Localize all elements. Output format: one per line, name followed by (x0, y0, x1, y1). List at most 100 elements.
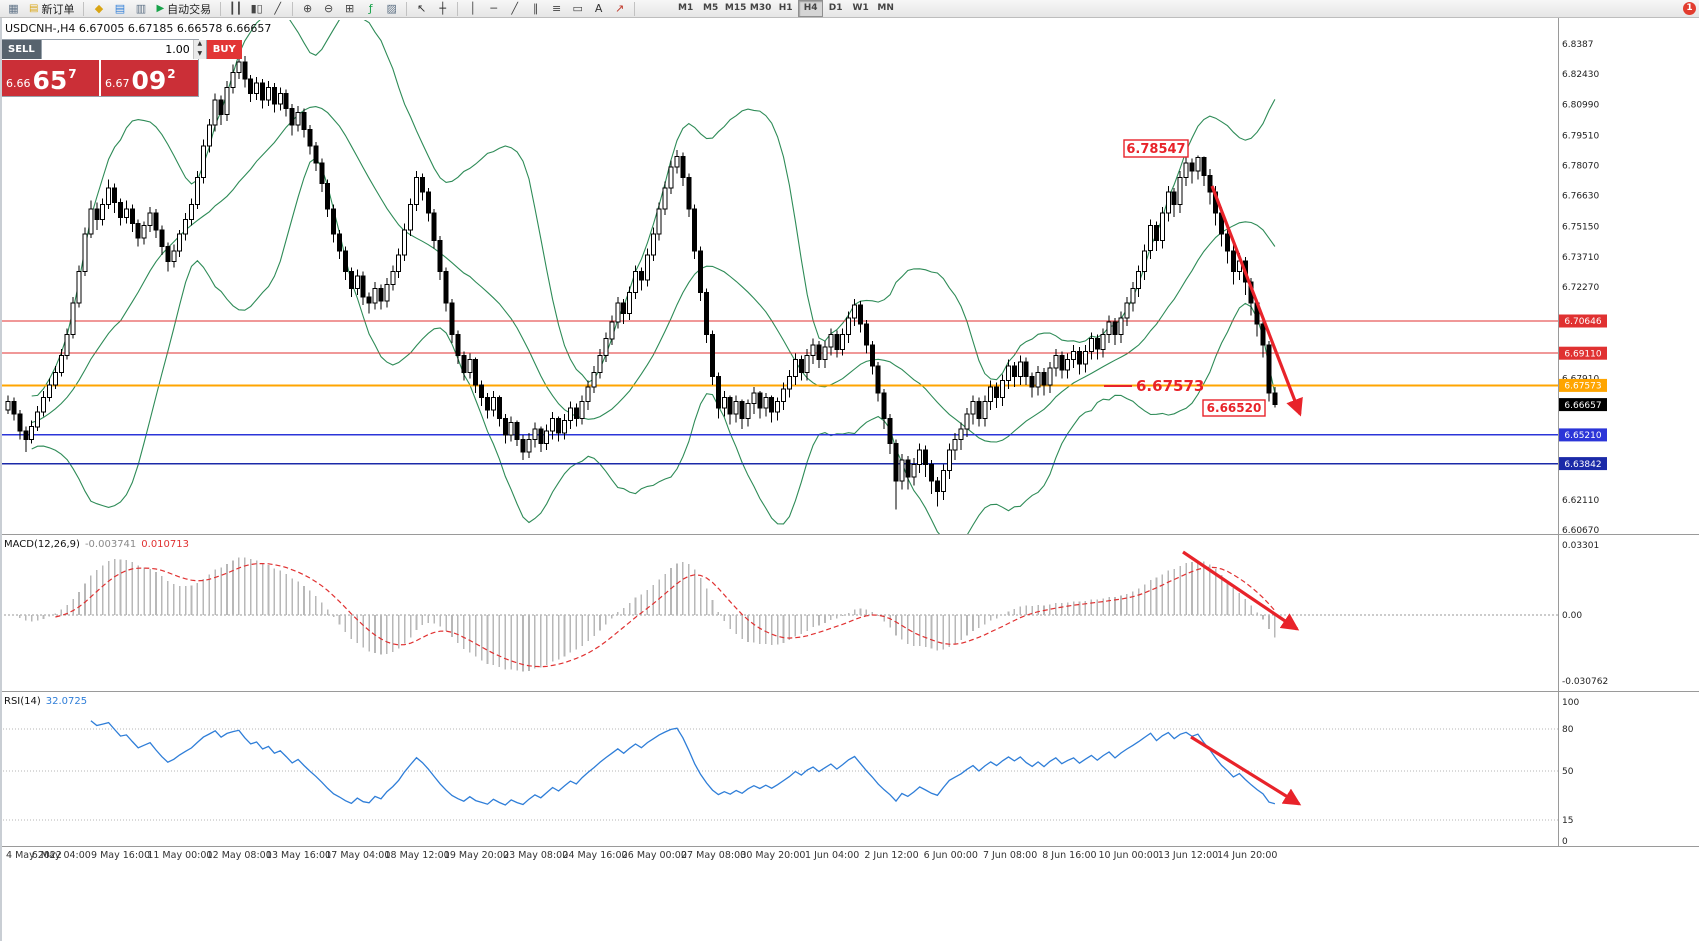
templates-icon[interactable]: ▨ (386, 1, 397, 15)
svg-text:6.65210: 6.65210 (1564, 431, 1601, 441)
rsi-axis-label: 100 (1562, 698, 1579, 708)
timeframe-w1[interactable]: W1 (852, 3, 869, 13)
market-watch-icon[interactable]: ▤ (114, 1, 126, 15)
zoom-out-icon[interactable]: ⊖ (324, 1, 334, 15)
macd-axis-label: 0.00 (1562, 611, 1582, 621)
level-price-tag-6.65210: 6.65210 (1559, 428, 1607, 442)
cursor-icon[interactable]: ↖ (417, 1, 427, 15)
rsi-axis-label: 80 (1562, 725, 1574, 735)
toolbar-separator (406, 1, 408, 16)
svg-text:6.69110: 6.69110 (1564, 349, 1601, 359)
svg-text:6.66657: 6.66657 (1564, 401, 1601, 411)
buy-price-display[interactable]: 6.67 09 2 (101, 60, 198, 96)
timeframe-m5[interactable]: M5 (703, 3, 719, 13)
timeframe-h1[interactable]: H1 (778, 3, 793, 13)
sell-price-display[interactable]: 6.66 65 7 (2, 60, 99, 96)
buy-button[interactable]: BUY (206, 40, 242, 59)
crosshair-icon[interactable]: ┼ (439, 1, 446, 15)
macd-value: -0.003741 (84, 539, 137, 550)
bollinger-lower-band[interactable] (31, 157, 1276, 542)
vertical-line-icon[interactable]: │ (469, 1, 476, 15)
price-axis-label: 6.72270 (1562, 283, 1599, 293)
svg-text:6.67573: 6.67573 (1564, 382, 1601, 392)
toolbar-separator (292, 1, 294, 16)
sell-price-pips: 65 (32, 66, 68, 95)
toolbar-separator (83, 1, 85, 16)
new-order-button[interactable]: ▤ 新订单 (24, 1, 79, 17)
toolbar-separator (220, 1, 222, 16)
trendline-icon[interactable]: ╱ (511, 1, 518, 15)
time-axis-label: 10 Jun 00:00 (1099, 850, 1159, 861)
timeframe-m30[interactable]: M30 (749, 3, 772, 13)
main-toolbar: ▦ ▤ 新订单 ◆ ▤ ▥ ▶ 自动交易 ┃┃ ▮▯ ╱ ⊕ ⊖ ⊞ ƒ ▨ ↖ ┼ │ ─ ╱ ∥ ≡ ▭ A ↗ M1 M5 M15… (0, 0, 1699, 18)
sell-button[interactable]: SELL (2, 40, 41, 59)
profile-icon[interactable]: ◆ (94, 1, 104, 15)
auto-trade-button-label: 自动交易 (167, 2, 212, 16)
arrow-tool-icon[interactable]: ↗ (615, 1, 625, 15)
bollinger-middle-band[interactable] (31, 106, 1276, 443)
timeframe-h4[interactable]: H4 (798, 0, 824, 17)
rsi-axis-label: 50 (1562, 767, 1574, 777)
time-axis-label: 1 Jun 04:00 (805, 850, 859, 861)
macd-indicator-label: MACD(12,26,9) -0.003741 0.010713 (4, 539, 189, 550)
notification-badge[interactable]: 1 (1683, 2, 1696, 15)
bollinger-upper-band[interactable] (31, 8, 1276, 397)
indicators-icon[interactable]: ƒ (368, 1, 373, 15)
volume-stepper[interactable]: ▲ ▼ (192, 40, 206, 59)
horizontal-line-icon[interactable]: ─ (490, 1, 497, 15)
auto-trade-button[interactable]: ▶ 自动交易 (151, 1, 216, 17)
zoom-in-icon[interactable]: ⊕ (303, 1, 313, 15)
annotation-trend-arrow-0[interactable] (1210, 185, 1303, 417)
time-axis-label: 6 Jun 00:00 (924, 850, 978, 861)
level-price-tag-6.70646: 6.70646 (1559, 314, 1607, 328)
macd-signal-value: 0.010713 (141, 539, 189, 550)
annotation-trend-arrow-1[interactable] (1182, 550, 1300, 631)
svg-text:6.67573: 6.67573 (1136, 377, 1204, 395)
level-price-tag-6.69110: 6.69110 (1559, 346, 1607, 360)
time-axis-label: 9 May 16:00 (91, 850, 150, 861)
window-left-border (0, 0, 2, 941)
annotation-trend-arrow-2[interactable] (1190, 735, 1302, 806)
data-window-icon[interactable]: ▥ (135, 1, 147, 15)
new-order-icon: ▤ (29, 3, 39, 14)
sell-price-point: 7 (68, 67, 77, 81)
annotation-peak-price[interactable]: 6.78547 (1123, 139, 1189, 158)
new-order-button-label: 新订单 (41, 2, 75, 16)
macd-signal-line (55, 562, 1276, 668)
rsi-indicator-label: RSI(14) 32.0725 (4, 696, 87, 707)
timeframe-m15[interactable]: M15 (724, 3, 747, 13)
timeframe-m1[interactable]: M1 (678, 3, 694, 13)
shapes-icon[interactable]: ▭ (572, 1, 583, 15)
timeframe-mn[interactable]: MN (877, 3, 894, 13)
volume-input[interactable] (41, 40, 193, 59)
text-icon[interactable]: A (594, 1, 603, 15)
candle-chart-icon[interactable]: ▮▯ (250, 1, 263, 15)
bar-chart-icon[interactable]: ┃┃ (229, 1, 243, 15)
volume-up-icon[interactable]: ▲ (197, 40, 203, 47)
time-axis-label: 6 May 04:00 (32, 850, 91, 861)
toolbar-separator (634, 1, 636, 16)
line-chart-icon[interactable]: ╱ (274, 1, 281, 15)
annotation-mid-price[interactable]: 6.67573 (1104, 377, 1204, 395)
candlestick-series (5, 53, 1278, 510)
annotation-low-price[interactable]: 6.66520 (1202, 399, 1266, 417)
macd-histogram (18, 557, 1276, 672)
svg-text:6.66520: 6.66520 (1207, 401, 1262, 415)
svg-text:6.70646: 6.70646 (1564, 317, 1601, 327)
buy-price-point: 2 (167, 67, 176, 81)
svg-text:6.63842: 6.63842 (1564, 460, 1601, 470)
buy-price-pips: 09 (131, 66, 167, 95)
channel-icon[interactable]: ∥ (532, 1, 539, 15)
rsi-line (90, 720, 1276, 806)
tile-windows-icon[interactable]: ⊞ (345, 1, 355, 15)
timeframe-d1[interactable]: D1 (828, 3, 843, 13)
fibonacci-icon[interactable]: ≡ (552, 1, 562, 15)
volume-down-icon[interactable]: ▼ (197, 49, 203, 57)
time-axis-label: 11 May 00:00 (147, 850, 212, 861)
macd-axis-label: 0.03301 (1562, 541, 1599, 551)
price-axis-label: 6.80990 (1562, 100, 1599, 110)
new-chart-icon[interactable]: ▦ (8, 1, 19, 15)
time-axis-label: 8 Jun 16:00 (1042, 850, 1096, 861)
